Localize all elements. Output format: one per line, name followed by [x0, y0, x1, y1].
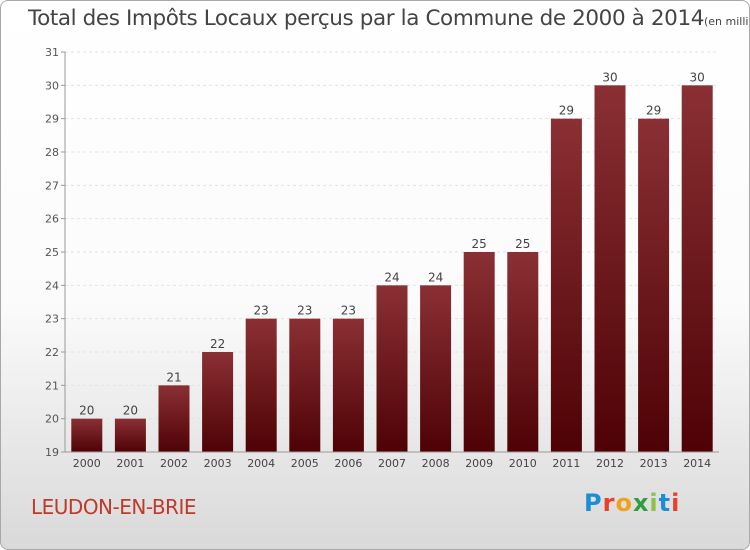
bar	[245, 318, 277, 452]
y-axis-ticks: 19 20 21 22 23 24 25 26 27 28 29 30 31	[45, 46, 65, 459]
x-tick-label: 2001	[116, 457, 144, 470]
y-tick-label: 19	[45, 446, 59, 459]
bar-value-label: 23	[297, 304, 312, 318]
logo-letter: o	[615, 489, 633, 517]
x-tick-label: 2000	[73, 457, 101, 470]
logo-letter: P	[584, 489, 603, 517]
bar	[114, 418, 146, 452]
bar-value-label: 30	[602, 70, 617, 84]
y-tick-label: 31	[45, 46, 59, 59]
bar	[376, 285, 408, 452]
bar-value-label: 23	[254, 304, 269, 318]
bar	[202, 352, 234, 452]
bar	[420, 285, 452, 452]
y-tick-label: 30	[45, 79, 59, 92]
x-tick-label: 2006	[334, 457, 362, 470]
bar	[681, 85, 713, 452]
x-tick-label: 2014	[683, 457, 711, 470]
bar	[158, 385, 190, 452]
bar-value-label: 25	[515, 237, 530, 251]
logo-letter: t	[658, 489, 672, 517]
chart-title: Total des Impôts Locaux perçus par la Co…	[28, 6, 749, 31]
bar-value-label: 29	[559, 104, 574, 118]
bar	[289, 318, 321, 452]
logo-letter: r	[602, 489, 616, 517]
bars	[71, 85, 713, 453]
x-tick-label: 2011	[552, 457, 580, 470]
x-tick-label: 2010	[509, 457, 537, 470]
data-labels: 20 20 21 22 23 23 23 24 24 25 25 29 30 29 30	[79, 70, 705, 417]
x-tick-label: 2005	[291, 457, 319, 470]
x-tick-label: 2003	[204, 457, 232, 470]
bar-value-label: 25	[472, 237, 487, 251]
bar-value-label: 30	[690, 70, 705, 84]
bar	[594, 85, 626, 452]
y-tick-label: 25	[45, 246, 59, 259]
bar-value-label: 20	[123, 404, 138, 418]
x-tick-label: 2008	[422, 457, 450, 470]
logo-letter: i	[671, 489, 681, 517]
bar	[463, 252, 495, 452]
bar-value-label: 24	[384, 270, 399, 284]
bar-value-label: 21	[166, 370, 181, 384]
bar-value-label: 22	[210, 337, 225, 351]
y-tick-label: 26	[45, 213, 59, 226]
commune-name: LEUDON-EN-BRIE	[31, 495, 197, 519]
logo-letter: i	[649, 489, 659, 517]
logo-letter: x	[632, 489, 650, 517]
bar	[550, 118, 582, 453]
y-tick-label: 29	[45, 113, 59, 126]
y-tick-label: 20	[45, 413, 59, 426]
bar	[332, 318, 364, 452]
x-axis-ticks: 2000 2001 2002 2003 2004 2005 2006 2007 2008 2009…	[73, 457, 711, 470]
x-tick-label: 2012	[596, 457, 624, 470]
x-tick-label: 2004	[247, 457, 275, 470]
x-tick-label: 2013	[640, 457, 668, 470]
x-tick-label: 2002	[160, 457, 188, 470]
y-tick-label: 23	[45, 313, 59, 326]
bar-value-label: 23	[341, 304, 356, 318]
bar-value-label: 29	[646, 104, 661, 118]
y-tick-label: 21	[45, 379, 59, 392]
x-tick-label: 2007	[378, 457, 406, 470]
y-tick-label: 27	[45, 179, 59, 192]
bar	[507, 252, 539, 452]
y-tick-label: 28	[45, 146, 59, 159]
bar-value-label: 24	[428, 270, 443, 284]
bar	[638, 118, 670, 453]
unit-label: (en milliers d'€)	[704, 15, 749, 28]
proxiti-logo[interactable]: Proxiti	[584, 489, 680, 517]
bar-value-label: 20	[79, 404, 94, 418]
y-tick-label: 24	[45, 279, 59, 292]
bar	[71, 418, 103, 452]
x-tick-label: 2009	[465, 457, 493, 470]
y-tick-label: 22	[45, 346, 59, 359]
